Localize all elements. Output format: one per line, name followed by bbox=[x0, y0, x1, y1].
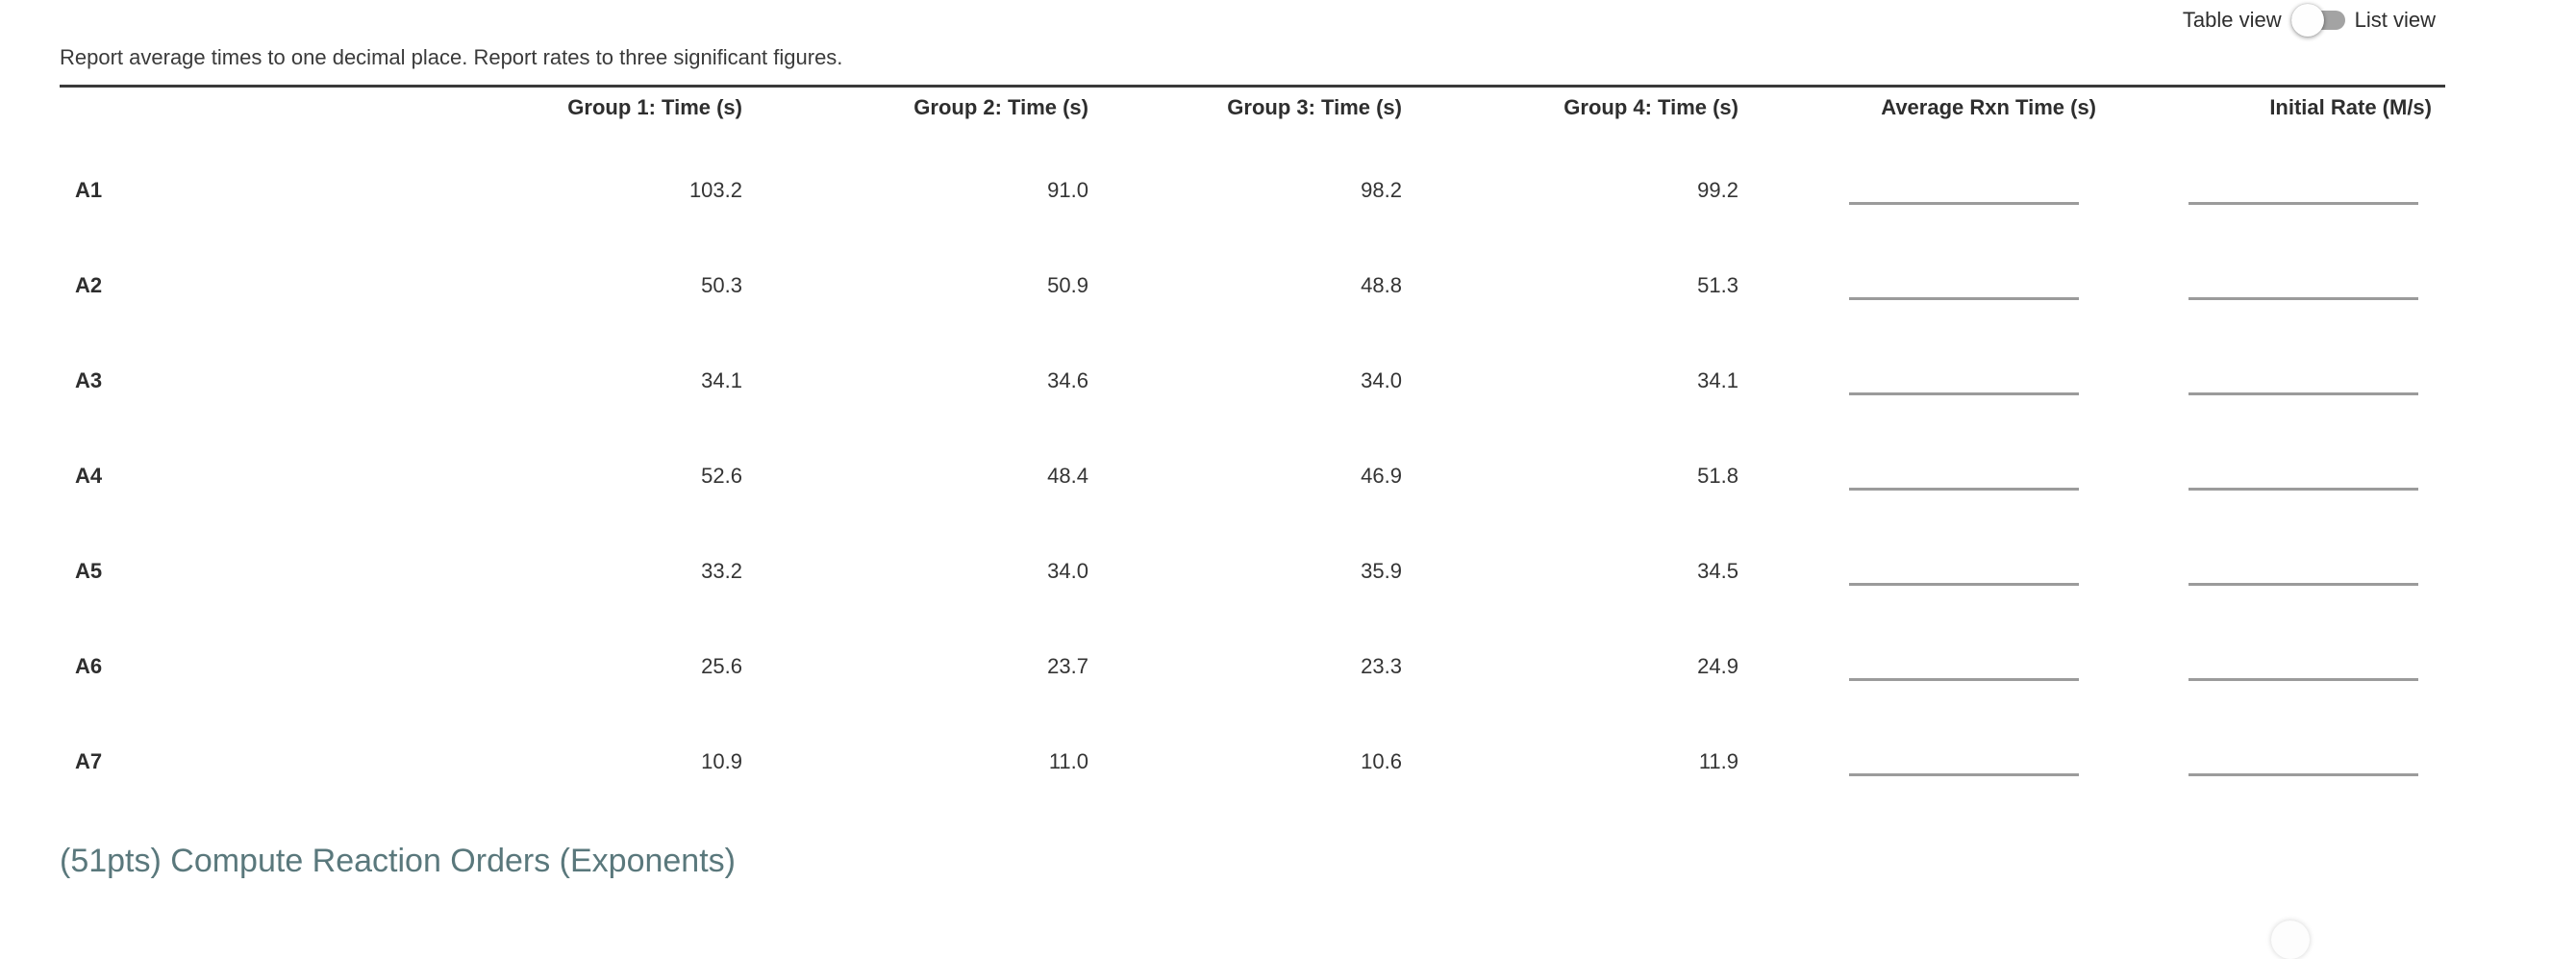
table-row-a6: A6 25.6 23.7 23.3 24.9 bbox=[60, 618, 2445, 714]
avg-time-cell bbox=[1738, 714, 2096, 809]
table-row-a5: A5 33.2 34.0 35.9 34.5 bbox=[60, 523, 2445, 618]
avg-rxn-time-input-a5[interactable] bbox=[1849, 556, 2079, 586]
view-toggle-switch[interactable] bbox=[2290, 4, 2345, 37]
group1-time: 25.6 bbox=[701, 653, 742, 678]
row-label: A3 bbox=[75, 367, 103, 392]
group1-time: 50.3 bbox=[701, 272, 742, 297]
rate-cell bbox=[2096, 523, 2445, 618]
group4-time: 99.2 bbox=[1697, 177, 1738, 202]
row-label: A7 bbox=[75, 748, 103, 773]
header-group4: Group 4: Time (s) bbox=[1563, 95, 1738, 119]
avg-rxn-time-input-a1[interactable] bbox=[1849, 175, 2079, 205]
group1-time: 10.9 bbox=[701, 748, 742, 773]
avg-rxn-time-input-a7[interactable] bbox=[1849, 746, 2079, 776]
table-view-label: Table view bbox=[2182, 8, 2282, 32]
view-toggle-bar: Table view List view bbox=[2183, 3, 2436, 38]
group2-time: 23.7 bbox=[1047, 653, 1088, 678]
avg-time-cell bbox=[1738, 333, 2096, 428]
toggle-thumb[interactable] bbox=[2290, 4, 2324, 37]
row-label: A6 bbox=[75, 653, 103, 678]
toggle-thumb-partial[interactable] bbox=[2271, 921, 2310, 959]
group3-time: 34.0 bbox=[1361, 367, 1402, 392]
avg-time-cell bbox=[1738, 428, 2096, 523]
group2-time: 91.0 bbox=[1047, 177, 1088, 202]
avg-time-cell bbox=[1738, 523, 2096, 618]
table-row-a1: A1 103.2 91.0 98.2 99.2 bbox=[60, 142, 2445, 238]
group4-time: 34.1 bbox=[1697, 367, 1738, 392]
header-group3: Group 3: Time (s) bbox=[1227, 95, 1402, 119]
rate-cell bbox=[2096, 142, 2445, 238]
list-view-label: List view bbox=[2354, 8, 2436, 32]
avg-time-cell bbox=[1738, 142, 2096, 238]
group2-time: 34.6 bbox=[1047, 367, 1088, 392]
group2-time: 50.9 bbox=[1047, 272, 1088, 297]
row-label: A1 bbox=[75, 177, 103, 202]
group4-time: 11.9 bbox=[1698, 748, 1738, 773]
row-label: A2 bbox=[75, 272, 103, 297]
initial-rate-input-a1[interactable] bbox=[2188, 175, 2418, 205]
header-group1: Group 1: Time (s) bbox=[567, 95, 742, 119]
report-instructions: Report average times to one decimal plac… bbox=[60, 45, 843, 69]
group3-time: 23.3 bbox=[1361, 653, 1402, 678]
initial-rate-input-a6[interactable] bbox=[2188, 651, 2418, 681]
rate-cell bbox=[2096, 714, 2445, 809]
avg-rxn-time-input-a4[interactable] bbox=[1849, 461, 2079, 491]
row-label: A4 bbox=[75, 463, 103, 488]
avg-rxn-time-input-a3[interactable] bbox=[1849, 366, 2079, 395]
rate-cell bbox=[2096, 238, 2445, 333]
group3-time: 35.9 bbox=[1361, 558, 1402, 583]
header-group2: Group 2: Time (s) bbox=[913, 95, 1088, 119]
table-header-row: Group 1: Time (s) Group 2: Time (s) Grou… bbox=[60, 88, 2445, 142]
group3-time: 48.8 bbox=[1361, 272, 1402, 297]
rate-cell bbox=[2096, 618, 2445, 714]
group1-time: 33.2 bbox=[701, 558, 742, 583]
group4-time: 24.9 bbox=[1697, 653, 1738, 678]
row-label: A5 bbox=[75, 558, 103, 583]
group3-time: 98.2 bbox=[1361, 177, 1402, 202]
table-row-a4: A4 52.6 48.4 46.9 51.8 bbox=[60, 428, 2445, 523]
table-row-a3: A3 34.1 34.6 34.0 34.1 bbox=[60, 333, 2445, 428]
header-initial-rate: Initial Rate (M/s) bbox=[2269, 95, 2432, 119]
reaction-times-table: Group 1: Time (s) Group 2: Time (s) Grou… bbox=[60, 85, 2445, 809]
section-heading-reaction-orders: (51pts) Compute Reaction Orders (Exponen… bbox=[60, 843, 736, 879]
initial-rate-input-a4[interactable] bbox=[2188, 461, 2418, 491]
header-average-rxn-time: Average Rxn Time (s) bbox=[1881, 95, 2096, 119]
group2-time: 48.4 bbox=[1047, 463, 1088, 488]
avg-rxn-time-input-a6[interactable] bbox=[1849, 651, 2079, 681]
group2-time: 34.0 bbox=[1047, 558, 1088, 583]
group4-time: 34.5 bbox=[1697, 558, 1738, 583]
group3-time: 10.6 bbox=[1361, 748, 1402, 773]
group4-time: 51.3 bbox=[1697, 272, 1738, 297]
group1-time: 34.1 bbox=[701, 367, 742, 392]
avg-time-cell bbox=[1738, 238, 2096, 333]
initial-rate-input-a5[interactable] bbox=[2188, 556, 2418, 586]
initial-rate-input-a2[interactable] bbox=[2188, 270, 2418, 300]
group4-time: 51.8 bbox=[1697, 463, 1738, 488]
avg-time-cell bbox=[1738, 618, 2096, 714]
initial-rate-input-a3[interactable] bbox=[2188, 366, 2418, 395]
rate-cell bbox=[2096, 333, 2445, 428]
group1-time: 52.6 bbox=[701, 463, 742, 488]
group1-time: 103.2 bbox=[688, 177, 742, 202]
table-row-a2: A2 50.3 50.9 48.8 51.3 bbox=[60, 238, 2445, 333]
initial-rate-input-a7[interactable] bbox=[2188, 746, 2418, 776]
group2-time: 11.0 bbox=[1048, 748, 1088, 773]
rate-cell bbox=[2096, 428, 2445, 523]
avg-rxn-time-input-a2[interactable] bbox=[1849, 270, 2079, 300]
table-row-a7: A7 10.9 11.0 10.6 11.9 bbox=[60, 714, 2445, 809]
group3-time: 46.9 bbox=[1361, 463, 1402, 488]
